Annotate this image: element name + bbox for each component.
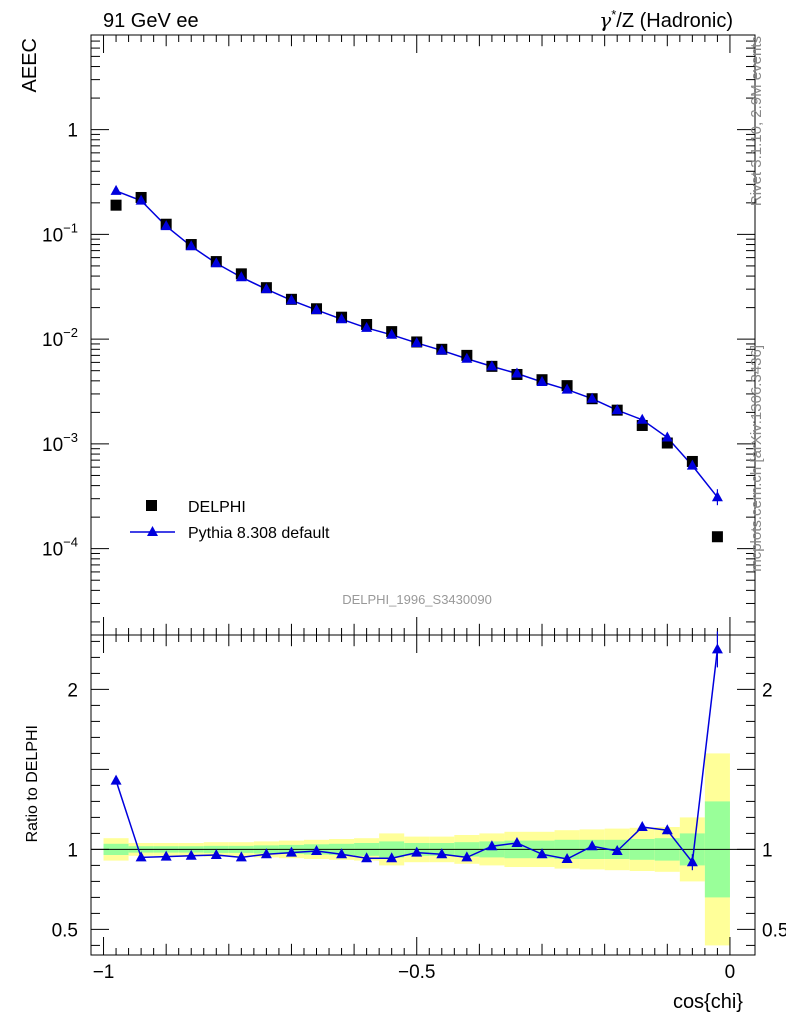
ratio-pythia-point [285,846,297,857]
legend-marker-delphi [146,500,157,511]
pythia-point [636,413,648,424]
ratio-pythia-point [135,851,147,862]
y-tick-label: 10−3 [42,430,78,456]
ratio-y-tick-label-left: 0.5 [52,920,78,941]
legend-label-pythia: Pythia 8.308 default [188,525,330,542]
ratio-pythia-point [586,840,598,851]
pythia-point [361,321,373,332]
x-tick-label: −0.5 [398,962,436,983]
delphi-point [636,419,648,431]
main-series [110,184,723,543]
analysis-watermark: DELPHI_1996_S3430090 [342,592,492,607]
header-right-label: γ*/Z (Hadronic) [599,7,733,32]
ratio-pythia-point [611,845,623,855]
pythia-point [311,303,323,314]
main-plot-frame [90,34,756,636]
header-left-label: 91 GeV ee [103,10,199,32]
pythia-point [210,257,222,268]
pythia-point [336,313,348,324]
ratio-pythia-point [511,837,523,847]
pythia-point [260,283,272,294]
y-tick-label: 10−2 [42,325,78,351]
delphi-point [711,531,723,543]
ratio-uncertainty-bands [91,753,755,946]
pythia-point [235,271,247,282]
side-label-version: Rivet 3.1.10, 2.9M events [748,36,765,206]
ratio-pythia-point [336,848,348,859]
pythia-point [411,336,423,347]
pythia-point [611,404,623,415]
ratio-pythia-point [386,852,398,863]
x-tick-label: 0 [725,962,736,983]
ratio-pythia-point [185,849,197,860]
pythia-point [185,240,197,251]
pythia-point [586,392,598,403]
ratio-y-tick-label-left: 2 [67,680,78,701]
pythia-point [461,352,473,363]
pythia-point [160,220,172,231]
ratio-pythia-point [361,852,373,863]
delphi-point [661,437,673,449]
pythia-point [486,360,498,371]
pythia-point [135,194,147,205]
pythia-point [285,294,297,305]
legend-marker-pythia [147,526,158,536]
pythia-point [511,367,523,378]
y-tick-label: 10−4 [42,535,78,561]
legend: DELPHI Pythia 8.308 default [130,499,330,542]
delphi-point [110,199,122,211]
ratio-pythia-point [260,848,272,859]
y-tick-label: 1 [67,121,78,142]
x-tick-label: −1 [93,962,115,983]
ratio-series [110,631,723,871]
ratio-axes: 0.5 0.5 1 1 2 2 −1 −0.5 0 [52,635,786,983]
ratio-pythia-point [461,851,473,862]
ratio-pythia-point [160,850,172,861]
pythia-point [110,184,122,195]
ratio-pythia-point [561,853,573,863]
ratio-pythia-point [210,849,222,859]
y-tick-label: 10−1 [42,220,78,246]
main-ylabel: AEEC [19,38,41,92]
ratio-pythia-point [311,845,323,855]
pythia-point [661,431,673,442]
side-label-source: mcplots.cern.ch [arXiv:1306.3436] [748,345,765,572]
legend-label-delphi: DELPHI [188,499,246,516]
ratio-y-tick-label-right: 0.5 [762,920,786,941]
ratio-pythia-point [486,840,498,851]
xlabel: cos{chi} [673,991,743,1013]
ratio-y-tick-label-right: 2 [762,680,773,701]
pythia-point [686,459,698,470]
ratio-plot-frame [90,634,756,956]
ratio-y-tick-label-left: 1 [67,840,78,861]
pythia-point [386,328,398,339]
ratio-pythia-point [411,846,423,857]
ratio-pythia-point [436,848,448,859]
ratio-pythia-point [536,848,548,859]
main-axes: 1 10−1 10−2 10−3 10−4 [42,34,755,635]
ratio-pythia-point [110,774,122,785]
ratio-y-tick-label-right: 1 [762,840,773,861]
pythia-point [436,344,448,355]
pythia-point [561,383,573,394]
ratio-ylabel: Ratio to DELPHI [24,725,41,842]
pythia-point [536,375,548,386]
ratio-pythia-point [235,851,247,862]
